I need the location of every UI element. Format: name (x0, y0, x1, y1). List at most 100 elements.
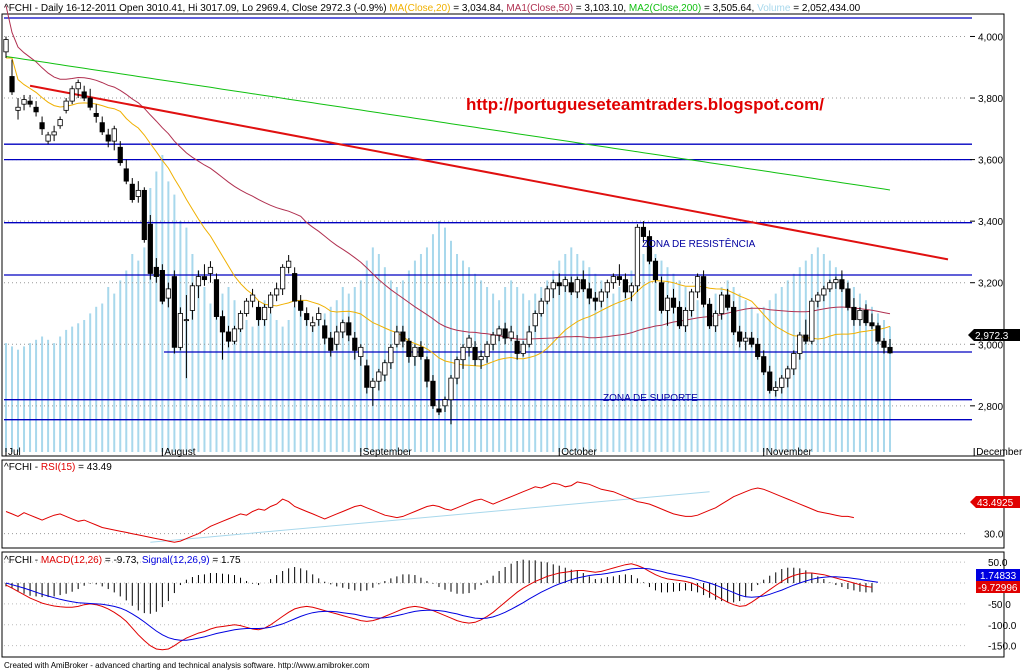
ma200-line (5, 56, 891, 191)
volume-bar (269, 313, 272, 452)
macd-panel-frame (1, 551, 1005, 658)
volume-bar (774, 293, 777, 452)
signal-line (5, 567, 879, 641)
price-tick-label: 2,800 (978, 402, 1003, 413)
volume-bar (143, 247, 146, 452)
volume-bar (636, 260, 639, 452)
candle-body (237, 313, 244, 330)
volume-bar (456, 254, 459, 452)
candle-body (706, 303, 713, 327)
macd-tick-label: 50.0 (988, 558, 1008, 569)
candle-body (219, 316, 226, 333)
candle-body (851, 306, 857, 321)
candle-body (45, 134, 51, 142)
volume-bar (582, 260, 585, 452)
candle-body (688, 291, 695, 311)
candle-body (201, 276, 208, 281)
candle-body (694, 276, 701, 293)
volume-bar (624, 280, 627, 452)
volume-bar (371, 247, 374, 452)
volume-bar (59, 336, 62, 452)
candle-body (129, 183, 135, 201)
candle-body (719, 294, 725, 314)
month-label: December (976, 447, 1023, 458)
candle-body (568, 282, 574, 293)
candle-body (731, 306, 737, 333)
volume-bar (209, 303, 212, 452)
volume-bar (816, 247, 819, 452)
candle-body (105, 134, 111, 142)
volume-bar (516, 287, 519, 452)
candle-body (27, 100, 33, 105)
candle-body (761, 356, 767, 373)
macd-last-tag: -9.72996 (976, 581, 1020, 594)
candle-body (496, 328, 502, 336)
volume-bar (305, 313, 308, 452)
candle-body (195, 276, 202, 287)
macd-plot: 50.00.0-50.0-100.0-150.0 (4, 558, 1017, 653)
volume-bar (41, 336, 44, 452)
candle-body (658, 282, 665, 311)
candle-body (556, 282, 562, 287)
volume-bar (365, 260, 368, 452)
candle-body (869, 322, 875, 327)
volume-bar (492, 293, 495, 452)
candle-body (33, 106, 39, 113)
candle-body (412, 346, 418, 357)
candle-body (304, 313, 310, 321)
candle-body (785, 368, 791, 379)
candle-body (370, 380, 376, 388)
volume-bar (870, 306, 873, 452)
candle-body (213, 279, 220, 317)
candle-body (111, 128, 117, 142)
candle-body (833, 279, 839, 284)
volume-bar (5, 343, 7, 452)
candle-body (664, 297, 671, 311)
candle-body (676, 306, 683, 327)
volume-bar (155, 171, 158, 452)
month-label: August (164, 447, 195, 458)
candle-body (604, 282, 610, 293)
volume-bar (750, 306, 753, 452)
volume-bar (570, 247, 573, 452)
volume-bar (696, 300, 699, 452)
candle-body (280, 266, 286, 290)
rsi-line (5, 481, 854, 543)
candle-body (165, 288, 171, 299)
candle-body (749, 337, 755, 345)
volume-bar (131, 254, 134, 452)
candle-body (310, 322, 316, 327)
volume-bar (71, 326, 74, 452)
candle-body (628, 285, 635, 293)
rsi-tick-label: 30.0 (984, 530, 1004, 541)
resistance-zone-label: ZONA DE RESISTÊNCIA (642, 237, 756, 250)
volume-bar (834, 267, 837, 452)
candle-body (454, 359, 460, 379)
candle-body (358, 346, 364, 357)
candle-body (550, 282, 556, 290)
candle-body (81, 91, 87, 99)
month-label: Jul (8, 447, 21, 458)
candle-body (779, 377, 785, 388)
rsi-plot: 30.0 (4, 481, 1004, 543)
volume-bar (359, 280, 362, 452)
candle-body (514, 340, 520, 354)
volume-bar (540, 287, 543, 452)
candle-body (249, 294, 256, 302)
volume-bar (203, 287, 206, 452)
volume-bar (317, 320, 320, 452)
candle-body (586, 288, 592, 299)
candle-body (117, 146, 123, 164)
candle-body (322, 325, 328, 339)
candle-body (21, 99, 27, 105)
candle-body (346, 322, 352, 336)
candle-body (755, 343, 761, 357)
volume-bar (522, 293, 525, 452)
volume-bar (642, 254, 645, 452)
volume-bar (437, 221, 440, 452)
blog-url-watermark: http://portugueseteamtraders.blogspot.co… (466, 95, 824, 114)
volume-bar (726, 280, 729, 452)
price-tick-label: 3,400 (978, 217, 1003, 228)
candle-body (231, 328, 238, 342)
candle-body (580, 279, 586, 290)
